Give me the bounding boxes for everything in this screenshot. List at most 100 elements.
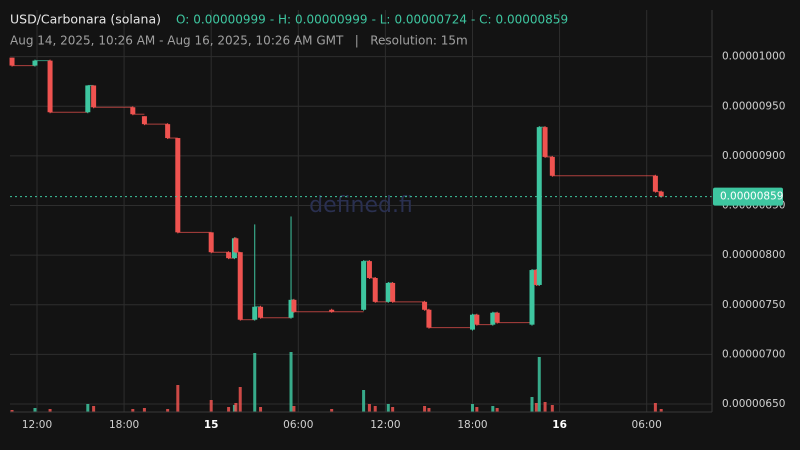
candle-body	[426, 309, 432, 328]
volume-bar	[534, 403, 538, 412]
candle-body	[366, 261, 372, 278]
x-tick-label: 06:00	[283, 419, 313, 431]
candle-body	[361, 261, 367, 310]
candle-body	[9, 57, 15, 66]
x-tick-label: 12:00	[370, 419, 400, 431]
volume-bar	[427, 408, 431, 412]
volume-bar	[33, 408, 37, 412]
grid	[10, 10, 712, 412]
volume-bar	[238, 387, 242, 412]
volume-bar	[92, 406, 96, 412]
x-tick-label: 16	[552, 419, 567, 431]
y-tick-label: 0.00000700	[722, 348, 785, 360]
volume-bar	[142, 408, 146, 412]
volume-bar	[423, 406, 427, 412]
chart-title: USD/Carbonara (solana)	[10, 12, 161, 27]
volume-bar	[234, 403, 238, 412]
volume-bar	[227, 407, 231, 412]
candle-body	[226, 252, 232, 259]
last-price-label: 0.00000859	[720, 191, 783, 203]
candle-body	[469, 314, 475, 330]
candle-body	[542, 127, 548, 157]
stat-value: 0.00000999	[295, 13, 368, 27]
candle-body	[165, 124, 171, 139]
y-tick-label: 0.00000800	[722, 249, 785, 261]
volume-bar	[470, 404, 474, 412]
volume-bar	[176, 385, 180, 412]
candle-body	[658, 191, 664, 197]
volume-bar	[330, 409, 334, 412]
volume-bar	[86, 404, 90, 412]
y-tick-label: 0.00000900	[722, 150, 785, 162]
last-price-badge	[713, 187, 783, 206]
volume-bar	[491, 406, 495, 412]
candle-body	[47, 60, 53, 113]
stat-value: 0.00000724	[394, 13, 467, 27]
y-tick-label: 0.00000750	[722, 299, 785, 311]
volume-bar	[391, 407, 395, 412]
candle-body	[385, 282, 391, 302]
candle-body	[91, 85, 97, 108]
candle-body	[652, 175, 658, 192]
volume-bar	[292, 406, 296, 412]
stat-label: - C:	[471, 13, 492, 27]
watermark: defined.fi	[309, 193, 413, 218]
volume-bar	[530, 397, 534, 412]
x-tick-label: 18:00	[109, 419, 139, 431]
volume-bar	[475, 407, 479, 412]
volume-bar	[386, 404, 390, 412]
y-tick-label: 0.00000950	[722, 100, 785, 112]
candle-body	[237, 252, 243, 320]
stat-value: 0.00000999	[193, 13, 266, 27]
stat-label: - L:	[372, 13, 391, 27]
x-tick-label: 18:00	[457, 419, 487, 431]
y-tick-label: 0.00000650	[722, 398, 785, 410]
candle-body	[329, 309, 335, 312]
candles	[9, 57, 712, 412]
volume-bar	[495, 408, 499, 412]
candle-body	[529, 270, 535, 325]
x-tick-label: 15	[204, 419, 219, 431]
candle-body	[85, 85, 91, 113]
candle-body	[422, 301, 428, 310]
volume-bar	[373, 406, 377, 412]
ohlc-stats: O: 0.00000999 - H: 0.00000999 - L: 0.00000724…	[176, 13, 568, 27]
x-tick-label: 12:00	[22, 419, 52, 431]
volume-bar	[362, 390, 366, 412]
candle-body	[390, 282, 396, 302]
candle-body	[258, 306, 264, 318]
candle-body	[291, 299, 297, 312]
candle-body	[533, 270, 539, 285]
volume-bar	[209, 400, 213, 412]
volume-bar	[537, 357, 541, 412]
x-tick-label: 06:00	[632, 419, 662, 431]
candle-body	[494, 312, 500, 323]
candle-body	[141, 116, 147, 125]
volume-bar	[166, 409, 170, 412]
candle-body	[233, 238, 239, 253]
stat-label: O:	[176, 13, 189, 27]
volume-bar	[367, 404, 371, 412]
volume-bar	[289, 352, 293, 412]
candle-body	[474, 314, 480, 325]
candle-body	[252, 306, 258, 320]
stat-label: - H:	[270, 13, 291, 27]
candle-body	[536, 127, 542, 285]
candle-body	[208, 232, 214, 253]
volume-bar	[550, 405, 554, 412]
volume-bar	[543, 402, 547, 412]
volume-bar	[659, 409, 663, 412]
volume-bar	[259, 407, 263, 412]
candle-body	[32, 60, 38, 66]
candle-body	[549, 156, 555, 176]
volume-bar	[653, 403, 657, 412]
stat-value: 0.00000859	[496, 13, 569, 27]
candle-body	[372, 278, 378, 302]
candle-body	[490, 312, 496, 325]
y-tick-label: 0.00001000	[722, 51, 785, 63]
axis-labels: 0.00000650 0.00000700 0.00000750 0.00000800…	[22, 51, 786, 431]
candle-body	[175, 138, 181, 233]
candle-body	[130, 107, 136, 115]
volume-bar	[253, 353, 257, 412]
